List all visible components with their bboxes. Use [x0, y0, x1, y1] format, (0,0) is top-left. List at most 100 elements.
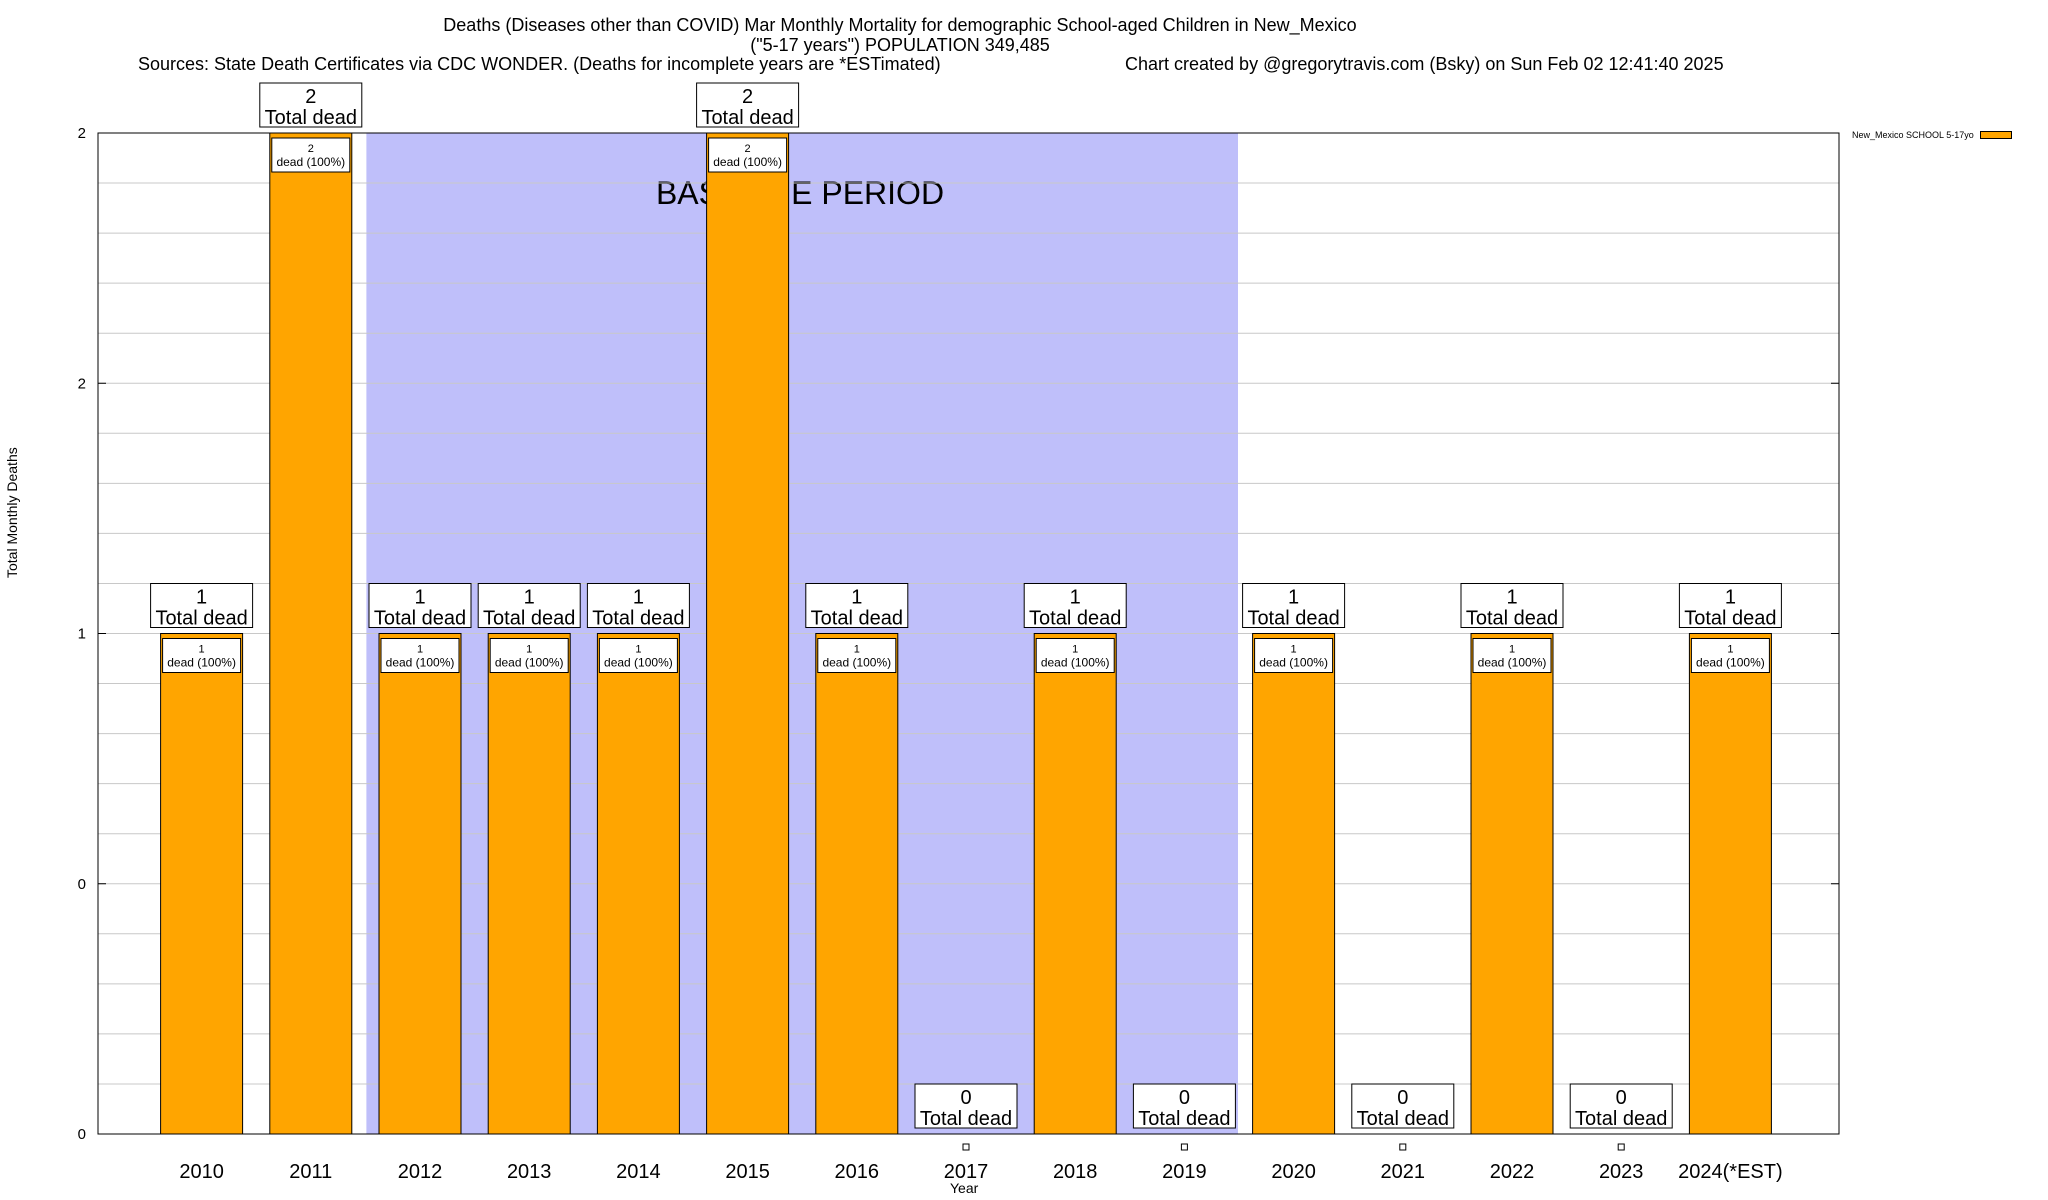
- total-dead-label: Total dead: [920, 1108, 1012, 1130]
- zero-marker: [1399, 1143, 1407, 1151]
- bar: [160, 633, 244, 1135]
- bar: [815, 633, 899, 1135]
- bar-inner-value: 2: [308, 143, 314, 155]
- bar-inner-label-box: [817, 638, 897, 673]
- total-dead-label: Total dead: [1357, 1108, 1449, 1130]
- bar-inner-label: dead (100%): [604, 656, 673, 670]
- bar: [1252, 633, 1336, 1135]
- bar-inner-label-box: [1035, 638, 1115, 673]
- chart-title: Deaths (Diseases other than COVID) Mar M…: [443, 15, 1357, 35]
- bar: [487, 633, 571, 1135]
- bar: [706, 132, 790, 1135]
- bar-inner-value: 1: [1509, 644, 1515, 656]
- y-tick-label: 0: [78, 876, 86, 893]
- total-label-box: [477, 583, 581, 628]
- total-dead-label: Total dead: [374, 608, 466, 630]
- bar-inner-label-box: [598, 638, 678, 673]
- total-label-box: [696, 82, 800, 128]
- bar-inner-label-box: [1690, 638, 1770, 673]
- bar-inner-label: dead (100%): [495, 656, 564, 670]
- zero-marker: [1617, 1143, 1625, 1151]
- bar: [1470, 633, 1554, 1135]
- total-value-label: 1: [196, 587, 207, 609]
- total-label-box: [1351, 1083, 1455, 1129]
- total-value-label: 1: [414, 587, 425, 609]
- total-label-box: [1242, 583, 1346, 628]
- total-dead-label: Total dead: [483, 608, 575, 630]
- x-axis-label: Year: [950, 1180, 979, 1196]
- x-tick-label: 2018: [1053, 1161, 1098, 1183]
- total-dead-label: Total dead: [592, 608, 684, 630]
- total-dead-label: Total dead: [265, 107, 357, 129]
- zero-marker: [962, 1143, 970, 1151]
- total-dead-label: Total dead: [155, 608, 247, 630]
- total-label-box: [805, 583, 909, 628]
- bar: [269, 132, 353, 1135]
- bar-inner-value: 1: [1291, 644, 1297, 656]
- bar-inner-label: dead (100%): [713, 155, 782, 169]
- legend: New_Mexico SCHOOL 5-17yo: [1852, 130, 2012, 140]
- bar-inner-value: 1: [1727, 644, 1733, 656]
- total-label-box: [914, 1083, 1018, 1129]
- bar-inner-value: 1: [199, 644, 205, 656]
- x-tick-label: 2013: [507, 1161, 552, 1183]
- total-value-label: 1: [524, 587, 535, 609]
- x-tick-label: 2011: [289, 1161, 332, 1183]
- y-tick-label: 1: [78, 626, 86, 643]
- bar-inner-value: 1: [526, 644, 532, 656]
- x-tick-label: 2020: [1271, 1161, 1316, 1183]
- total-label-box: [586, 583, 690, 628]
- x-tick-label: 2023: [1599, 1161, 1644, 1183]
- total-label-box: [368, 583, 472, 628]
- zero-marker: [1180, 1143, 1188, 1151]
- bar-inner-label: dead (100%): [167, 656, 236, 670]
- total-dead-label: Total dead: [1138, 1108, 1230, 1130]
- x-tick-label: 2019: [1162, 1161, 1207, 1183]
- total-value-label: 1: [851, 587, 862, 609]
- bar-inner-label: dead (100%): [1041, 656, 1110, 670]
- total-value-label: 2: [305, 86, 316, 108]
- total-dead-label: Total dead: [701, 107, 793, 129]
- bar-inner-label: dead (100%): [1259, 656, 1328, 670]
- total-dead-label: Total dead: [811, 608, 903, 630]
- bar-inner-label-box: [380, 638, 460, 673]
- total-dead-label: Total dead: [1466, 608, 1558, 630]
- total-label-box: [1460, 583, 1564, 628]
- total-value-label: 0: [960, 1087, 971, 1109]
- total-value-label: 1: [1288, 587, 1299, 609]
- bar-inner-label-box: [1254, 638, 1334, 673]
- bar-inner-label-box: [162, 638, 242, 673]
- x-tick-label: 2010: [179, 1161, 224, 1183]
- total-value-label: 1: [1725, 587, 1736, 609]
- total-label-box: [1023, 583, 1127, 628]
- total-label-box: [259, 82, 363, 128]
- total-dead-label: Total dead: [1029, 608, 1121, 630]
- x-tick-label: 2016: [835, 1161, 880, 1183]
- total-value-label: 1: [633, 587, 644, 609]
- legend-swatch: [1979, 131, 2012, 139]
- total-value-label: 0: [1616, 1087, 1627, 1109]
- total-label-box: [1569, 1083, 1673, 1129]
- chart-subtitle: ("5-17 years") POPULATION 349,485: [750, 35, 1050, 55]
- bar-inner-label-box: [1472, 638, 1552, 673]
- baseline-label: BASELINE PERIOD: [656, 175, 944, 211]
- chart-sources: Sources: State Death Certificates via CD…: [138, 54, 941, 74]
- bar-inner-value: 1: [1072, 644, 1078, 656]
- y-tick-label: 0: [78, 1126, 86, 1143]
- bar-inner-value: 2: [745, 143, 751, 155]
- chart-credit: Chart created by @gregorytravis.com (Bsk…: [1125, 54, 1724, 74]
- total-label-box: [1132, 1083, 1236, 1129]
- total-label-box: [150, 583, 254, 628]
- x-tick-label: 2017: [944, 1161, 989, 1183]
- total-label-box: [1678, 583, 1782, 628]
- bar: [1688, 633, 1772, 1135]
- x-tick-label: 2014: [616, 1161, 661, 1183]
- x-tick-label: 2015: [725, 1161, 770, 1183]
- bar: [596, 633, 680, 1135]
- legend-label: New_Mexico SCHOOL 5-17yo: [1852, 130, 1974, 140]
- bar-inner-label-box: [489, 638, 569, 673]
- bar-inner-value: 1: [635, 644, 641, 656]
- total-value-label: 1: [1506, 587, 1517, 609]
- total-value-label: 0: [1397, 1087, 1408, 1109]
